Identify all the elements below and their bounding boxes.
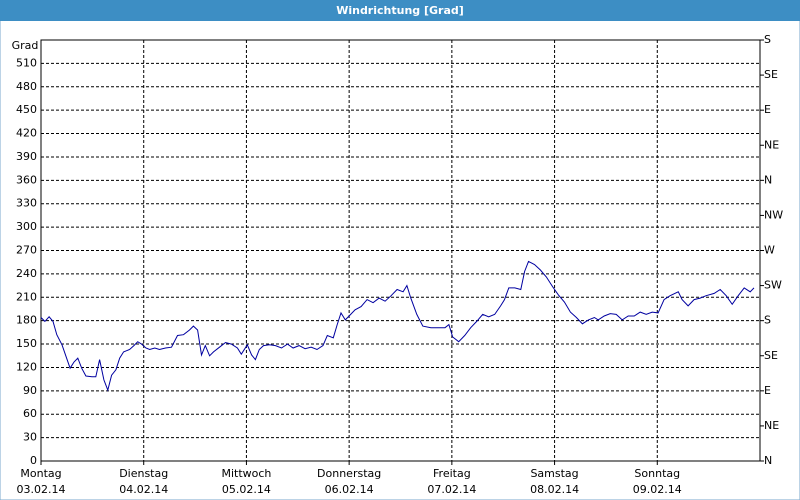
x-tick-date: 09.02.14 xyxy=(633,483,682,496)
y2-tick-label: NE xyxy=(764,419,779,432)
x-tick-label: Dienstag xyxy=(119,467,168,480)
y-tick-label: 150 xyxy=(16,337,37,350)
y-tick-label: 90 xyxy=(23,384,37,397)
x-tick-date: 03.02.14 xyxy=(17,483,66,496)
y-tick-label: 270 xyxy=(16,244,37,257)
x-tick-label: Donnerstag xyxy=(317,467,381,480)
y2-tick-label: W xyxy=(764,244,775,257)
y-tick-label: 450 xyxy=(16,103,37,116)
y-tick-label: 60 xyxy=(23,407,37,420)
y2-tick-label: S xyxy=(764,314,771,327)
y2-tick-label: NW xyxy=(764,208,783,221)
x-tick-label: Sonntag xyxy=(634,467,680,480)
title-bar xyxy=(0,0,800,21)
y2-tick-label: E xyxy=(764,103,771,116)
y-tick-label: 210 xyxy=(16,290,37,303)
y2-tick-label: E xyxy=(764,384,771,397)
y-tick-label: 360 xyxy=(16,173,37,186)
y-tick-label: 330 xyxy=(16,197,37,210)
x-tick-date: 05.02.14 xyxy=(222,483,271,496)
y-tick-label: 420 xyxy=(16,127,37,140)
x-tick-label: Montag xyxy=(20,467,61,480)
x-tick-date: 06.02.14 xyxy=(325,483,374,496)
y-tick-label: 0 xyxy=(30,454,37,467)
x-tick-label: Samstag xyxy=(530,467,578,480)
y2-tick-label: NE xyxy=(764,138,779,151)
y-tick-label: 180 xyxy=(16,314,37,327)
x-tick-date: 08.02.14 xyxy=(530,483,579,496)
x-tick-date: 04.02.14 xyxy=(119,483,168,496)
y2-tick-label: S xyxy=(764,33,771,46)
y-tick-label: 510 xyxy=(16,56,37,69)
y-tick-label: 30 xyxy=(23,431,37,444)
y2-tick-label: SE xyxy=(764,68,778,81)
y-tick-label: 240 xyxy=(16,267,37,280)
y-tick-label: 390 xyxy=(16,150,37,163)
data-line xyxy=(40,260,755,392)
x-tick-label: Mittwoch xyxy=(221,467,271,480)
chart-title: Windrichtung [Grad] xyxy=(336,4,464,17)
x-tick-date: 07.02.14 xyxy=(427,483,476,496)
y-tick-label: 120 xyxy=(16,360,37,373)
y-tick-label: 300 xyxy=(16,220,37,233)
y2-tick-label: SE xyxy=(764,349,778,362)
y-tick-label: 480 xyxy=(16,80,37,93)
y2-tick-label: SW xyxy=(764,279,782,292)
y2-tick-label: N xyxy=(764,173,772,186)
y2-tick-label: N xyxy=(764,454,772,467)
x-tick-label: Freitag xyxy=(433,467,471,480)
y-axis-label: Grad xyxy=(12,39,39,52)
